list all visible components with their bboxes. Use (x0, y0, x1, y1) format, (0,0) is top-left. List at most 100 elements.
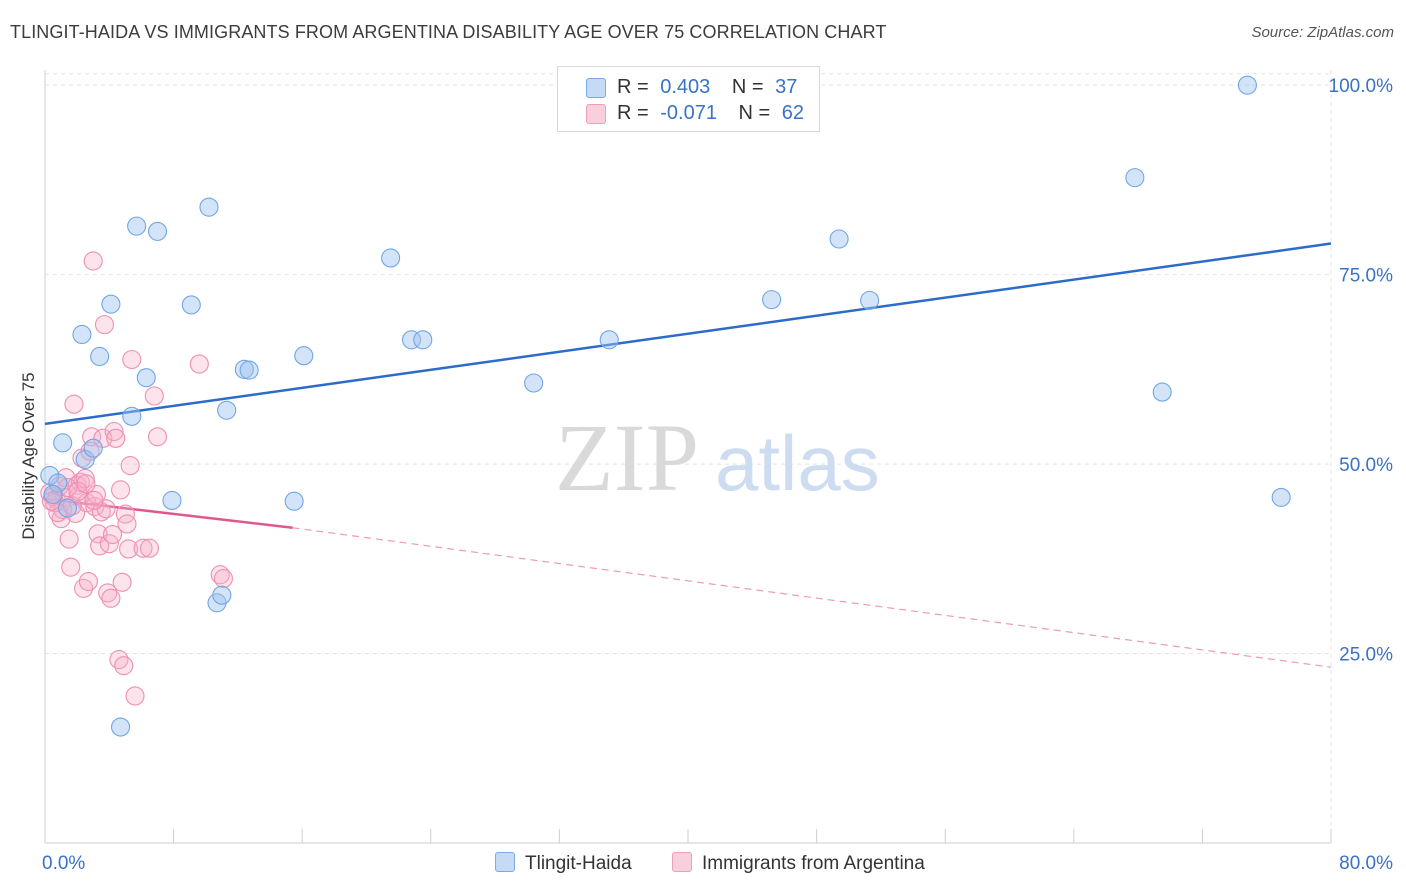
trend-line-argentina-extension (292, 527, 1332, 668)
point-tlingit-haida (127, 216, 147, 236)
point-tlingit-haida (181, 295, 201, 315)
point-argentina (94, 315, 115, 335)
point-argentina (78, 571, 98, 592)
y-tick-label: 100.0% (1329, 76, 1394, 97)
legend-n-value: 37 (775, 76, 798, 98)
legend-n-label: N = (738, 102, 771, 124)
point-argentina (76, 474, 96, 494)
point-argentina (41, 491, 61, 511)
point-tlingit-haida (599, 330, 619, 350)
point-tlingit-haida (43, 484, 63, 504)
point-tlingit-haida (72, 324, 92, 345)
point-argentina (104, 421, 124, 442)
point-tlingit-haida (136, 368, 156, 388)
source-label: Source: ZipAtlas.com (1251, 24, 1394, 41)
legend-label: Immigrants from Argentina (702, 853, 925, 874)
x-tick-label: 0.0% (42, 853, 85, 874)
point-tlingit-haida (90, 346, 110, 367)
point-argentina (133, 538, 153, 558)
point-argentina (101, 588, 121, 608)
point-argentina (120, 456, 140, 476)
y-tick-label: 75.0% (1339, 266, 1393, 287)
point-argentina (102, 525, 123, 545)
point-tlingit-haida (111, 717, 131, 737)
point-tlingit-haida (524, 373, 544, 393)
point-tlingit-haida (122, 406, 142, 426)
point-argentina (106, 428, 126, 448)
point-tlingit-haida (829, 229, 849, 249)
legend-swatch-blue (495, 852, 515, 872)
point-argentina (61, 557, 81, 577)
y-tick-label: 50.0% (1339, 455, 1393, 476)
point-tlingit-haida (40, 465, 60, 485)
point-argentina (117, 514, 137, 534)
axes (44, 70, 1332, 844)
point-argentina (64, 394, 84, 414)
point-argentina (213, 568, 233, 589)
point-argentina (114, 656, 134, 676)
point-tlingit-haida (147, 221, 168, 241)
point-tlingit-haida (199, 197, 219, 217)
data-points (40, 75, 1291, 737)
point-argentina (98, 583, 118, 603)
point-tlingit-haida (217, 400, 237, 420)
point-tlingit-haida (294, 346, 314, 366)
point-tlingit-haida (75, 449, 95, 470)
legend-n-label: N = (731, 76, 764, 98)
chart-title: TLINGIT-HAIDA VS IMMIGRANTS FROM ARGENTI… (10, 22, 887, 42)
legend-swatch-pink (672, 852, 692, 872)
point-tlingit-haida (1152, 382, 1172, 402)
legend-label: Tlingit-Haida (525, 853, 632, 874)
point-argentina (119, 539, 139, 559)
point-argentina (210, 565, 230, 585)
legend-r-value: -0.071 (660, 102, 717, 124)
point-tlingit-haida (860, 290, 880, 310)
point-tlingit-haida (762, 290, 782, 310)
point-argentina (139, 538, 160, 558)
x-tick-label: 80.0% (1339, 853, 1393, 874)
point-argentina (147, 427, 168, 447)
legend-r-label: R = (617, 102, 649, 124)
watermark-atlas: atlas (715, 419, 880, 507)
trend-line-tlingit-haida (44, 242, 1332, 426)
point-argentina (62, 496, 82, 516)
point-tlingit-haida (1271, 487, 1291, 507)
legend-swatch-pink (586, 104, 606, 124)
y-axis-label: Disability Age Over 75 (19, 372, 38, 539)
legend-n-value: 62 (781, 102, 805, 124)
point-tlingit-haida (413, 330, 433, 350)
point-argentina (189, 354, 209, 374)
point-tlingit-haida (401, 330, 422, 350)
point-argentina (83, 251, 103, 271)
point-argentina (84, 490, 104, 511)
point-argentina (74, 578, 94, 598)
point-argentina (68, 481, 88, 501)
point-tlingit-haida (284, 491, 304, 511)
point-tlingit-haida (57, 498, 78, 518)
watermark-zip: ZIP (555, 404, 699, 511)
point-argentina (144, 386, 164, 406)
point-tlingit-haida (381, 248, 401, 268)
point-tlingit-haida (83, 438, 103, 458)
point-tlingit-haida (239, 360, 259, 380)
point-argentina (59, 529, 79, 549)
point-argentina (112, 572, 132, 592)
point-tlingit-haida (212, 585, 232, 605)
legend-r-label: R = (617, 76, 649, 98)
point-argentina (125, 686, 145, 706)
point-tlingit-haida (53, 433, 73, 453)
y-tick-labels: 25.0% 50.0% 75.0% 100.0% (1329, 76, 1394, 665)
point-argentina (122, 349, 142, 370)
point-argentina (115, 504, 135, 524)
legend-item-tlingit-haida: Tlingit-Haida (495, 852, 632, 875)
point-tlingit-haida (1237, 75, 1257, 95)
legend-item-argentina: Immigrants from Argentina (672, 852, 925, 875)
x-tick-labels: 0.0% 80.0% (42, 853, 1393, 874)
point-tlingit-haida (48, 473, 68, 493)
legend-swatch-blue (586, 78, 606, 98)
point-argentina (85, 496, 105, 517)
y-tick-label: 25.0% (1339, 645, 1393, 666)
point-tlingit-haida (1125, 168, 1145, 188)
point-tlingit-haida (162, 490, 182, 511)
